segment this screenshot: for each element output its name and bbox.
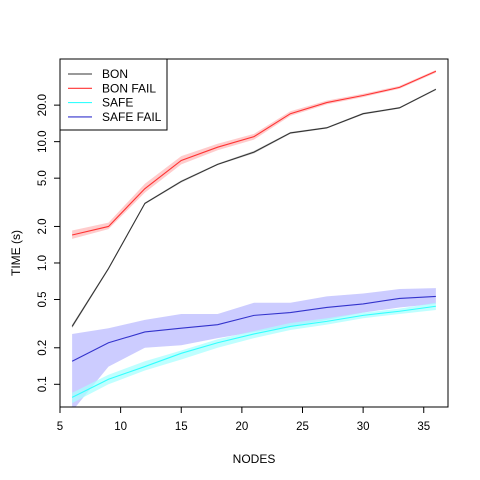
line-bon bbox=[71, 88, 437, 327]
line-safe-fail bbox=[71, 295, 436, 362]
y-tick-label: 20.0 bbox=[37, 94, 49, 116]
y-axis-label: TIME (s) bbox=[9, 230, 23, 276]
y-tick-label: 0.5 bbox=[37, 291, 49, 307]
legend-label-safe-fail: SAFE FAIL bbox=[102, 110, 162, 124]
x-tick-label: 10 bbox=[114, 421, 127, 433]
x-tick-label: 20 bbox=[235, 421, 248, 433]
band-safe-fail bbox=[72, 288, 436, 407]
y-tick-label: 1.0 bbox=[37, 255, 49, 271]
y-axis: 0.1 0.2 0.5 1.0 2.0 5.0 10.0 20.0 bbox=[37, 94, 60, 392]
series-lines bbox=[71, 70, 437, 398]
x-tick-label: 25 bbox=[296, 421, 309, 433]
line-safe bbox=[71, 305, 436, 398]
y-tick-label: 0.2 bbox=[37, 340, 49, 356]
legend-label-bon: BON bbox=[102, 67, 128, 81]
y-tick-label: 2.0 bbox=[37, 218, 49, 234]
legend-box bbox=[59, 58, 168, 131]
y-tick-label: 5.0 bbox=[37, 170, 49, 186]
y-tick-label: 0.1 bbox=[37, 376, 49, 392]
band-safe bbox=[72, 302, 436, 404]
x-tick-label: 5 bbox=[57, 421, 63, 433]
x-axis-label: NODES bbox=[233, 452, 276, 466]
x-tick-label: 30 bbox=[357, 421, 370, 433]
y-tick-label: 10.0 bbox=[37, 130, 49, 152]
x-tick-label: 35 bbox=[417, 421, 430, 433]
plot-frame bbox=[59, 58, 449, 408]
x-axis: 5 10 15 20 25 30 35 bbox=[57, 407, 430, 433]
line-bon-fail bbox=[71, 70, 437, 236]
legend-label-safe: SAFE bbox=[102, 96, 133, 110]
legend-label-bon-fail: BON FAIL bbox=[102, 81, 156, 95]
x-tick-label: 15 bbox=[175, 421, 188, 433]
